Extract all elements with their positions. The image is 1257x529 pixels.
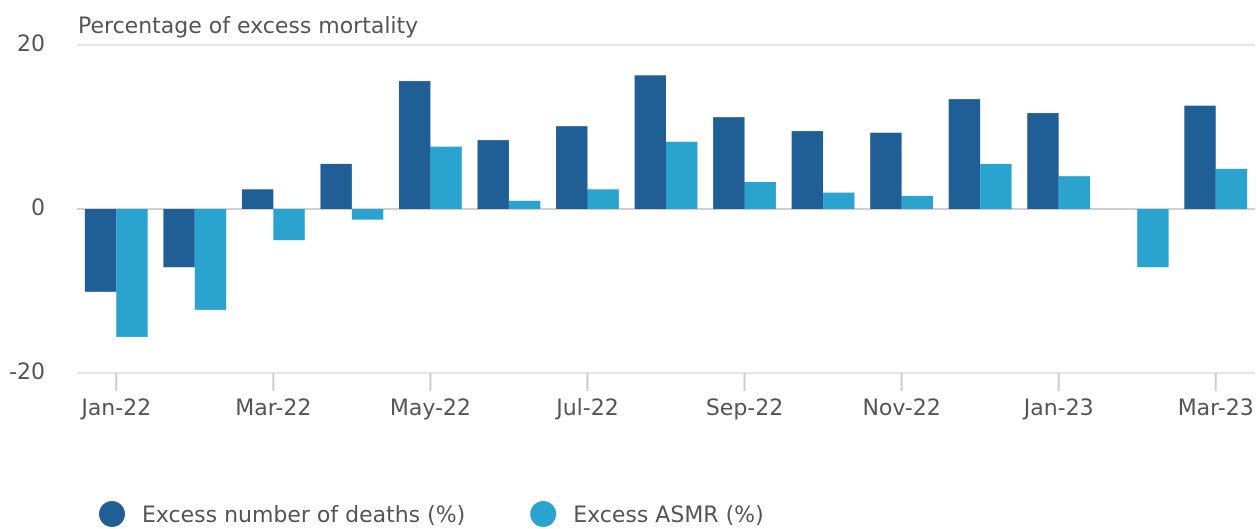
bar [1215, 168, 1248, 209]
bar [1137, 209, 1169, 268]
bar [116, 209, 148, 337]
bar [744, 181, 776, 209]
bar [273, 209, 305, 241]
bar [241, 189, 274, 209]
x-tick-label: Jan-23 [1022, 396, 1094, 421]
y-tick-label: 0 [31, 196, 45, 221]
bar [556, 126, 588, 209]
bar [823, 192, 855, 209]
bar [713, 117, 745, 209]
bar [351, 209, 384, 220]
bar [1058, 176, 1091, 209]
bar [666, 141, 698, 209]
bar [84, 209, 117, 292]
bar [1027, 113, 1059, 209]
bar [587, 189, 619, 209]
x-tick-label: Mar-23 [1178, 396, 1254, 421]
x-tick-label: Nov-22 [862, 396, 940, 421]
bar [320, 163, 352, 209]
bar [508, 200, 541, 209]
legend-label: Excess ASMR (%) [573, 503, 763, 528]
legend-swatch [99, 501, 125, 527]
bar [163, 209, 195, 268]
x-tick-label: Jan-22 [79, 396, 151, 421]
y-tick-label: 20 [17, 32, 45, 57]
legend-label: Excess number of deaths (%) [142, 503, 465, 528]
legend-swatch [530, 501, 557, 527]
bar [398, 81, 431, 209]
bar [980, 163, 1012, 209]
x-tick-label: Jul-22 [554, 396, 618, 421]
bar [194, 209, 227, 310]
y-tick-label: -20 [9, 360, 45, 385]
bar [634, 75, 666, 209]
bar [477, 140, 509, 209]
bar [430, 146, 462, 209]
bar [791, 131, 824, 209]
chart-title: Percentage of excess mortality [78, 14, 418, 39]
bar [1184, 105, 1216, 209]
x-tick-label: May-22 [390, 396, 471, 421]
bar [870, 132, 902, 209]
bar [901, 195, 934, 209]
x-tick-label: Sep-22 [706, 396, 783, 421]
x-tick-label: Mar-22 [235, 396, 311, 421]
bar [948, 99, 981, 209]
